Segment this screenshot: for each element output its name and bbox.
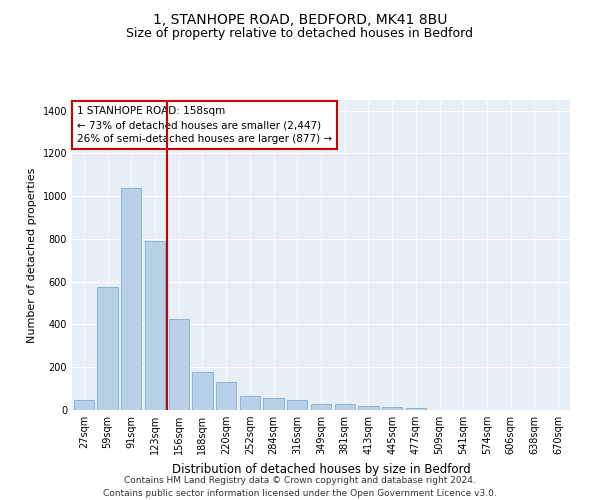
Text: 1, STANHOPE ROAD, BEDFORD, MK41 8BU: 1, STANHOPE ROAD, BEDFORD, MK41 8BU — [153, 12, 447, 26]
Bar — [311, 404, 331, 410]
Bar — [335, 404, 355, 410]
Bar — [145, 241, 165, 410]
Bar — [382, 408, 402, 410]
Bar — [287, 400, 307, 410]
Bar — [97, 287, 118, 410]
Bar — [121, 188, 142, 410]
Bar — [216, 382, 236, 410]
Bar — [193, 372, 212, 410]
Bar — [74, 400, 94, 410]
Bar — [358, 406, 379, 410]
Bar — [240, 396, 260, 410]
Y-axis label: Number of detached properties: Number of detached properties — [27, 168, 37, 342]
Text: 1 STANHOPE ROAD: 158sqm
← 73% of detached houses are smaller (2,447)
26% of semi: 1 STANHOPE ROAD: 158sqm ← 73% of detache… — [77, 106, 332, 144]
Text: Size of property relative to detached houses in Bedford: Size of property relative to detached ho… — [127, 28, 473, 40]
Bar — [169, 319, 189, 410]
Bar — [406, 408, 426, 410]
Text: Contains HM Land Registry data © Crown copyright and database right 2024.
Contai: Contains HM Land Registry data © Crown c… — [103, 476, 497, 498]
Bar — [263, 398, 284, 410]
X-axis label: Distribution of detached houses by size in Bedford: Distribution of detached houses by size … — [172, 462, 470, 475]
